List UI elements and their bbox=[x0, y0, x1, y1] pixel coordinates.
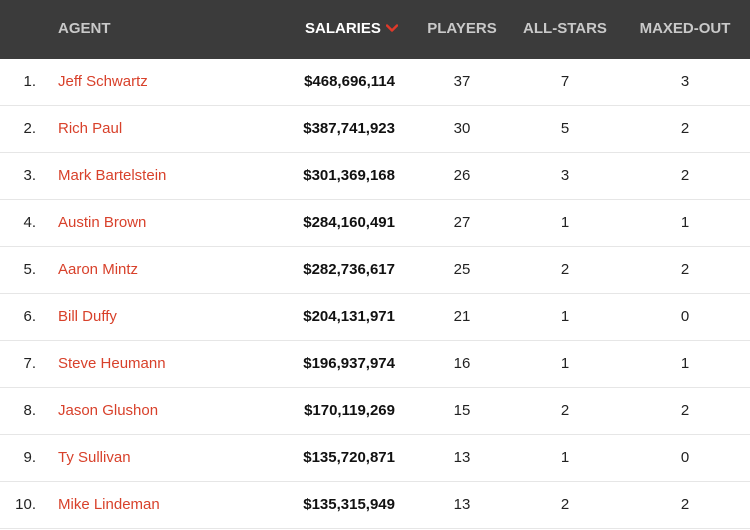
table-row: 5. Aaron Mintz $282,736,617 25 2 2 bbox=[0, 247, 750, 294]
players-value: 15 bbox=[453, 402, 471, 419]
maxed-out-value: 2 bbox=[680, 261, 690, 278]
players-value: 13 bbox=[453, 449, 471, 466]
agent-link[interactable]: Jeff Schwartz bbox=[58, 73, 148, 90]
agent-link[interactable]: Mike Lindeman bbox=[58, 496, 160, 513]
table-row: 4. Austin Brown $284,160,491 27 1 1 bbox=[0, 200, 750, 247]
header-maxed-out[interactable]: MAXED-OUT bbox=[639, 20, 731, 37]
agent-link[interactable]: Rich Paul bbox=[58, 120, 123, 137]
agent-cell: Mike Lindeman bbox=[58, 482, 160, 529]
maxed-out-value: 2 bbox=[680, 402, 690, 419]
table-row: 6. Bill Duffy $204,131,971 21 1 0 bbox=[0, 294, 750, 341]
salaries-value: $301,369,168 bbox=[303, 167, 395, 184]
agent-cell: Austin Brown bbox=[58, 200, 146, 247]
rank: 3. bbox=[23, 167, 36, 184]
all-stars-value: 5 bbox=[560, 120, 570, 137]
players-value: 27 bbox=[453, 214, 471, 231]
maxed-out-value: 0 bbox=[680, 449, 690, 466]
agent-link[interactable]: Bill Duffy bbox=[58, 308, 117, 325]
table-row: 2. Rich Paul $387,741,923 30 5 2 bbox=[0, 106, 750, 153]
header-players[interactable]: PLAYERS bbox=[427, 20, 497, 37]
salaries-value: $284,160,491 bbox=[303, 214, 395, 231]
header-all-stars[interactable]: ALL-STARS bbox=[523, 20, 607, 37]
salaries-value: $387,741,923 bbox=[303, 120, 395, 137]
players-value: 26 bbox=[453, 167, 471, 184]
rank: 1. bbox=[23, 73, 36, 90]
players-value: 25 bbox=[453, 261, 471, 278]
rank: 7. bbox=[23, 355, 36, 372]
salaries-value: $135,315,949 bbox=[303, 496, 395, 513]
table-row: 3. Mark Bartelstein $301,369,168 26 3 2 bbox=[0, 153, 750, 200]
agent-link[interactable]: Aaron Mintz bbox=[58, 261, 139, 278]
rank: 9. bbox=[23, 449, 36, 466]
table-row: 9. Ty Sullivan $135,720,871 13 1 0 bbox=[0, 435, 750, 482]
all-stars-value: 2 bbox=[560, 496, 570, 513]
agent-link[interactable]: Austin Brown bbox=[58, 214, 147, 231]
rank: 2. bbox=[23, 120, 36, 137]
all-stars-value: 1 bbox=[560, 308, 570, 325]
maxed-out-value: 1 bbox=[680, 355, 690, 372]
maxed-out-value: 3 bbox=[680, 73, 690, 90]
salaries-value: $282,736,617 bbox=[303, 261, 395, 278]
maxed-out-value: 2 bbox=[680, 167, 690, 184]
all-stars-value: 2 bbox=[560, 261, 570, 278]
agent-cell: Mark Bartelstein bbox=[58, 153, 166, 200]
salaries-value: $170,119,269 bbox=[304, 402, 395, 419]
table-row: 10. Mike Lindeman $135,315,949 13 2 2 bbox=[0, 482, 750, 529]
rank: 5. bbox=[23, 261, 36, 278]
all-stars-value: 1 bbox=[560, 355, 570, 372]
rank: 6. bbox=[23, 308, 36, 325]
salaries-value: $468,696,114 bbox=[304, 73, 395, 90]
rank: 8. bbox=[23, 402, 36, 419]
agent-cell: Jason Glushon bbox=[58, 388, 158, 435]
agent-cell: Ty Sullivan bbox=[58, 435, 131, 482]
agent-cell: Rich Paul bbox=[58, 106, 122, 153]
all-stars-value: 7 bbox=[560, 73, 570, 90]
table-header: AGENT SALARIES PLAYERS ALL-STARS MAXED-O… bbox=[0, 0, 750, 59]
maxed-out-value: 1 bbox=[680, 214, 690, 231]
agent-link[interactable]: Steve Heumann bbox=[58, 355, 166, 372]
players-value: 37 bbox=[453, 73, 471, 90]
rank: 4. bbox=[23, 214, 36, 231]
maxed-out-value: 0 bbox=[680, 308, 690, 325]
players-value: 13 bbox=[453, 496, 471, 513]
table-body: 1. Jeff Schwartz $468,696,114 37 7 3 2. … bbox=[0, 59, 750, 529]
table-row: 7. Steve Heumann $196,937,974 16 1 1 bbox=[0, 341, 750, 388]
players-value: 16 bbox=[453, 355, 471, 372]
all-stars-value: 3 bbox=[560, 167, 570, 184]
all-stars-value: 2 bbox=[560, 402, 570, 419]
salaries-value: $135,720,871 bbox=[303, 449, 395, 466]
agent-cell: Bill Duffy bbox=[58, 294, 117, 341]
players-value: 21 bbox=[453, 308, 471, 325]
header-agent[interactable]: AGENT bbox=[58, 20, 111, 37]
all-stars-value: 1 bbox=[560, 214, 570, 231]
players-value: 30 bbox=[453, 120, 471, 137]
agent-link[interactable]: Mark Bartelstein bbox=[58, 167, 167, 184]
agent-cell: Jeff Schwartz bbox=[58, 59, 148, 106]
agent-link[interactable]: Jason Glushon bbox=[58, 402, 159, 419]
maxed-out-value: 2 bbox=[680, 120, 690, 137]
table-row: 8. Jason Glushon $170,119,269 15 2 2 bbox=[0, 388, 750, 435]
salaries-value: $204,131,971 bbox=[303, 308, 395, 325]
table-row: 1. Jeff Schwartz $468,696,114 37 7 3 bbox=[0, 59, 750, 106]
agent-cell: Steve Heumann bbox=[58, 341, 166, 388]
maxed-out-value: 2 bbox=[680, 496, 690, 513]
agent-cell: Aaron Mintz bbox=[58, 247, 138, 294]
header-salaries-label: SALARIES bbox=[305, 20, 381, 37]
rank: 10. bbox=[15, 496, 36, 513]
agent-link[interactable]: Ty Sullivan bbox=[58, 449, 131, 466]
header-salaries[interactable]: SALARIES bbox=[305, 0, 399, 59]
all-stars-value: 1 bbox=[560, 449, 570, 466]
chevron-down-icon bbox=[385, 0, 399, 57]
salaries-value: $196,937,974 bbox=[303, 355, 395, 372]
